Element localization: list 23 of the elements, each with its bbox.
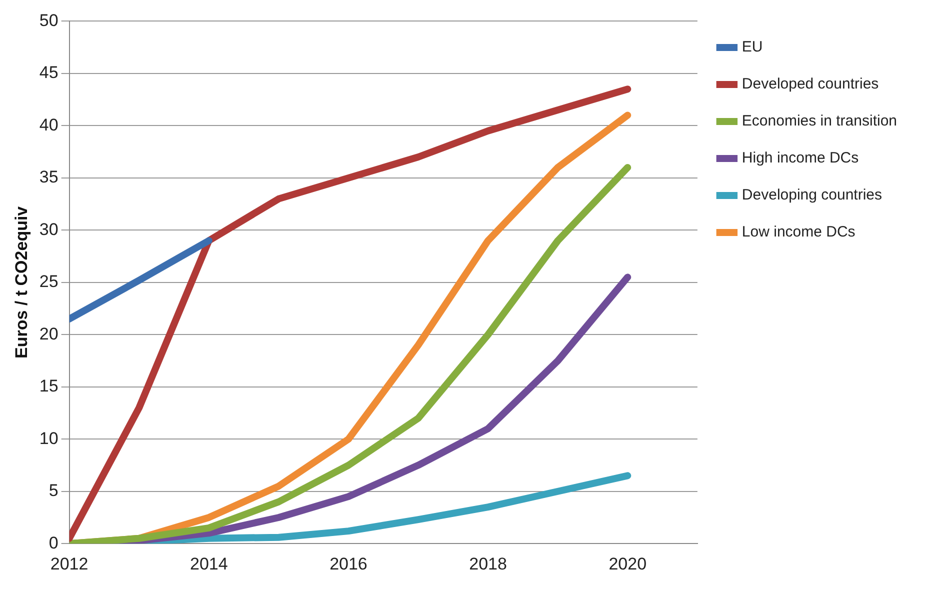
x-tick-label: 2014 — [190, 554, 228, 574]
y-tick-label: 5 — [48, 481, 58, 500]
y-tick-label: 30 — [39, 220, 58, 239]
x-tick-label: 2020 — [608, 554, 647, 574]
y-tick-label: 20 — [39, 324, 58, 344]
legend-label: High income DCs — [742, 150, 859, 167]
y-tick-label: 35 — [39, 168, 58, 187]
y-tick-label: 40 — [39, 115, 58, 134]
x-tick-label: 2018 — [469, 554, 507, 574]
legend-label: Developed countries — [742, 76, 879, 93]
y-axis-title: Euros / t CO2equiv — [12, 206, 31, 358]
y-tick-label: 10 — [39, 428, 58, 448]
y-tick-label: 0 — [48, 533, 58, 552]
y-tick-label: 45 — [39, 63, 58, 82]
legend-label: Developing countries — [742, 186, 882, 204]
legend-label: Economies in transition — [742, 112, 897, 130]
y-tick-label: 25 — [39, 272, 58, 292]
legend-label: Low income DCs — [742, 224, 856, 241]
y-tick-label: 50 — [39, 10, 58, 30]
legend-label: EU — [742, 38, 763, 56]
x-tick-label: 2016 — [330, 554, 368, 574]
y-tick-label: 15 — [39, 376, 58, 396]
x-tick-label: 2012 — [50, 554, 88, 574]
